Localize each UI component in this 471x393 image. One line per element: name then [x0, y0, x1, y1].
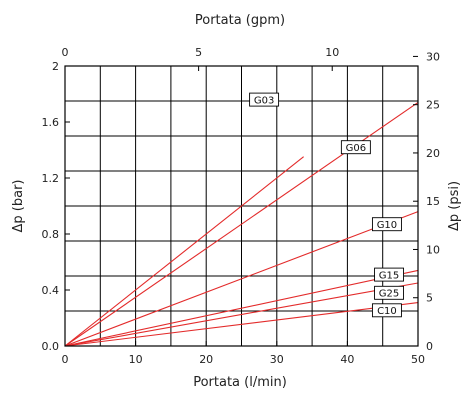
series-label-g10: G10 [371, 217, 402, 232]
series-label-box [374, 267, 405, 282]
y-axis-label: Δp (bar) [11, 180, 26, 233]
series-label-g06: G06 [340, 140, 371, 155]
series-line-g25 [64, 282, 419, 347]
x-tick-label: 50 [411, 353, 425, 366]
series-label-box [371, 303, 402, 318]
series-label-text: G03 [254, 95, 274, 106]
series-label-c10: C10 [371, 303, 402, 318]
x2-axis-label: Portata (gpm) [195, 13, 285, 28]
y-tick-label: 0.4 [42, 284, 60, 297]
series-line-g03 [64, 156, 304, 347]
series-label-box [340, 140, 371, 155]
series-lines [64, 101, 419, 347]
axis-ticks: 0 10 20 30 40 500.00.40.81.21.620 5 10051015202… [42, 46, 441, 366]
series-label-text: G10 [377, 220, 397, 231]
x-tick-label: 10 [129, 353, 143, 366]
series-labels: G03 G06 G10 G15 G25 C10 [249, 92, 405, 318]
y2-tick-label: 20 [426, 147, 440, 160]
series-label-g03: G03 [249, 92, 280, 107]
series-label-g15: G15 [374, 267, 405, 282]
series-label-box [249, 92, 280, 107]
x-tick-label: 40 [340, 353, 354, 366]
plot-frame [64, 65, 419, 347]
series-label-g25: G25 [374, 285, 405, 300]
y-tick-label: 1.6 [42, 116, 60, 129]
x-tick-label: 20 [199, 353, 213, 366]
y-tick-label: 2 [52, 60, 59, 73]
series-label-text: G15 [379, 270, 399, 281]
series-line-g10 [64, 211, 419, 347]
series-label-box [374, 285, 405, 300]
y2-tick-label: 0 [426, 340, 433, 353]
y-tick-label: 1.2 [42, 172, 60, 185]
x-tick-label: 30 [270, 353, 284, 366]
series-label-text: G06 [346, 143, 366, 154]
x2-tick-label: 0 [62, 46, 69, 59]
series-line-g15 [64, 269, 419, 347]
y-tick-label: 0.8 [42, 228, 60, 241]
x-axis-label: Portata (l/min) [193, 375, 287, 390]
x-tick-label: 0 [62, 353, 69, 366]
series-label-box [371, 217, 402, 232]
x2-tick-label: 5 [195, 46, 202, 59]
y-tick-label: 0.0 [42, 340, 60, 353]
series-line-c10 [64, 302, 419, 347]
x2-tick-label: 10 [325, 46, 339, 59]
y2-tick-label: 15 [426, 195, 440, 208]
y2-tick-label: 30 [426, 50, 440, 63]
y2-tick-label: 5 [426, 292, 433, 305]
series-label-text: C10 [377, 306, 397, 317]
series-label-text: G25 [379, 289, 399, 300]
y2-tick-label: 25 [426, 99, 440, 112]
y2-tick-label: 10 [426, 243, 440, 256]
y2-axis-label: Δp (psi) [447, 181, 462, 231]
